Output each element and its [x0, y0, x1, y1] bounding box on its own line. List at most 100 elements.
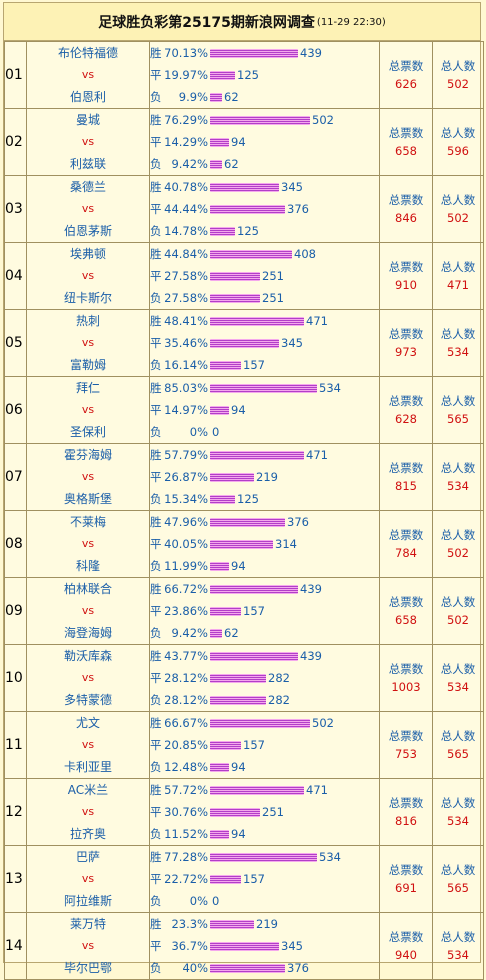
title-bar: 足球胜负彩第25175期新浪网调查 (11-29 22:30)	[4, 3, 480, 41]
vs-label: vs	[81, 68, 95, 81]
win-label: 胜	[150, 716, 162, 730]
total-votes-cell: 总票数 691	[379, 845, 433, 913]
lose-bar	[210, 628, 222, 638]
vote-bars-cell: 胜 47.96% 376 平 40.05% 314 负 11.99% 94	[149, 510, 380, 578]
total-votes-cell: 总票数 658	[379, 108, 433, 176]
match-number: 10	[4, 644, 27, 712]
draw-percent: 14.97%	[164, 403, 208, 417]
home-team-link[interactable]: 热刺	[75, 314, 100, 328]
draw-bar	[210, 472, 254, 482]
lose-bar	[210, 561, 229, 571]
draw-count: 345	[281, 939, 303, 953]
match-row: 08 不莱梅 vs 科隆 胜 47.96% 376 平 40.05% 314 负 11.99% 94 总票…	[4, 510, 484, 578]
home-team-link[interactable]: 勒沃库森	[63, 649, 112, 663]
vote-bars-cell: 胜 66.72% 439 平 23.86% 157 负 9.42% 62	[149, 577, 380, 645]
vote-bars-cell: 胜 44.84% 408 平 27.58% 251 负 27.58% 251	[149, 242, 380, 310]
lose-row: 负 40% 376	[150, 957, 379, 979]
lose-label: 负	[150, 492, 162, 506]
away-team-link[interactable]: 拉齐奥	[69, 827, 106, 841]
draw-percent: 30.76%	[164, 805, 208, 819]
total-votes-value: 1003	[391, 680, 421, 694]
win-row: 胜 77.28% 534	[150, 846, 379, 868]
match-row: 07 霍芬海姆 vs 奥格斯堡 胜 57.79% 471 平 26.87% 219 负 15.34% 1…	[4, 443, 484, 511]
lose-percent: 9.42%	[171, 157, 208, 171]
lose-bar	[210, 159, 222, 169]
win-count: 534	[319, 381, 341, 395]
draw-percent: 35.46%	[164, 336, 208, 350]
win-label: 胜	[150, 381, 162, 395]
total-votes-label: 总票数	[388, 796, 424, 810]
match-number: 02	[4, 108, 27, 176]
match-number: 05	[4, 309, 27, 377]
home-team-link[interactable]: 曼城	[75, 113, 100, 127]
draw-bar	[210, 271, 260, 281]
match-row: 12 AC米兰 vs 拉齐奥 胜 57.72% 471 平 30.76% 251 负 11.52% 94…	[4, 778, 484, 846]
win-percent: 57.79%	[164, 448, 208, 462]
away-team-link[interactable]: 多特蒙德	[63, 693, 112, 707]
away-team-link[interactable]: 奥格斯堡	[63, 492, 112, 506]
win-count: 502	[312, 716, 334, 730]
match-row: 05 热刺 vs 富勒姆 胜 48.41% 471 平 35.46% 345 负 16.14% 157 总…	[4, 309, 484, 377]
draw-row: 平 30.76% 251	[150, 801, 379, 823]
away-team-link[interactable]: 纽卡斯尔	[63, 291, 112, 305]
lose-row: 负 27.58% 251	[150, 287, 379, 309]
total-votes-label: 总票数	[388, 461, 424, 475]
away-team-link[interactable]: 海登海姆	[63, 626, 112, 640]
away-team-link[interactable]: 卡利亚里	[63, 760, 112, 774]
win-count: 471	[306, 783, 328, 797]
vs-label: vs	[81, 470, 95, 483]
total-votes-cell: 总票数 1003	[379, 644, 433, 712]
total-people-label: 总人数	[440, 59, 476, 73]
total-people-label: 总人数	[440, 863, 476, 877]
away-team-link[interactable]: 阿拉维斯	[63, 894, 112, 908]
total-votes-value: 910	[395, 278, 417, 292]
win-row: 胜 44.84% 408	[150, 243, 379, 265]
win-bar	[210, 249, 292, 259]
home-team-link[interactable]: 巴萨	[75, 850, 100, 864]
lose-percent: 28.12%	[164, 693, 208, 707]
total-votes-cell: 总票数 784	[379, 510, 433, 578]
home-team-link[interactable]: 不莱梅	[69, 515, 106, 529]
away-team-link[interactable]: 毕尔巴鄂	[63, 961, 112, 975]
total-votes-label: 总票数	[388, 595, 424, 609]
home-team-link[interactable]: 埃弗顿	[69, 247, 106, 261]
home-team-link[interactable]: 尤文	[75, 716, 100, 730]
total-people-cell: 总人数 471	[432, 242, 484, 310]
win-percent: 66.72%	[164, 582, 208, 596]
lose-count: 94	[231, 760, 246, 774]
away-team-link[interactable]: 富勒姆	[69, 358, 106, 372]
home-team-link[interactable]: 霍芬海姆	[63, 448, 112, 462]
total-votes-cell: 总票数 846	[379, 175, 433, 243]
home-team-link[interactable]: AC米兰	[67, 783, 109, 797]
lose-bar	[210, 494, 235, 504]
win-count: 408	[294, 247, 316, 261]
win-row: 胜 43.77% 439	[150, 645, 379, 667]
match-row: 14 莱万特 vs 毕尔巴鄂 胜 23.3% 219 平 36.7% 345 负 40% 376 总票数 9…	[4, 912, 484, 980]
draw-row: 平 19.97% 125	[150, 64, 379, 86]
away-team-link[interactable]: 科隆	[75, 559, 100, 573]
total-people-value: 534	[447, 479, 469, 493]
win-percent: 48.41%	[164, 314, 208, 328]
draw-percent: 19.97%	[164, 68, 208, 82]
total-votes-label: 总票数	[388, 394, 424, 408]
total-people-cell: 总人数 534	[432, 644, 484, 712]
home-team-link[interactable]: 莱万特	[69, 917, 106, 931]
vs-label: vs	[81, 805, 95, 818]
vote-bars-cell: 胜 40.78% 345 平 44.44% 376 负 14.78% 125	[149, 175, 380, 243]
lose-percent: 40%	[182, 961, 208, 975]
draw-percent: 26.87%	[164, 470, 208, 484]
away-team-link[interactable]: 圣保利	[69, 425, 106, 439]
away-team-link[interactable]: 利兹联	[69, 157, 106, 171]
away-team-link[interactable]: 伯恩茅斯	[63, 224, 112, 238]
win-row: 胜 85.03% 534	[150, 377, 379, 399]
total-people-label: 总人数	[440, 193, 476, 207]
draw-label: 平	[150, 336, 162, 350]
home-team-link[interactable]: 拜仁	[75, 381, 100, 395]
away-team-link[interactable]: 伯恩利	[69, 90, 106, 104]
lose-row: 负 11.52% 94	[150, 823, 379, 845]
draw-count: 314	[275, 537, 297, 551]
home-team-link[interactable]: 桑德兰	[69, 180, 106, 194]
home-team-link[interactable]: 布伦特福德	[57, 46, 118, 60]
total-votes-value: 940	[395, 948, 417, 962]
home-team-link[interactable]: 柏林联合	[63, 582, 112, 596]
